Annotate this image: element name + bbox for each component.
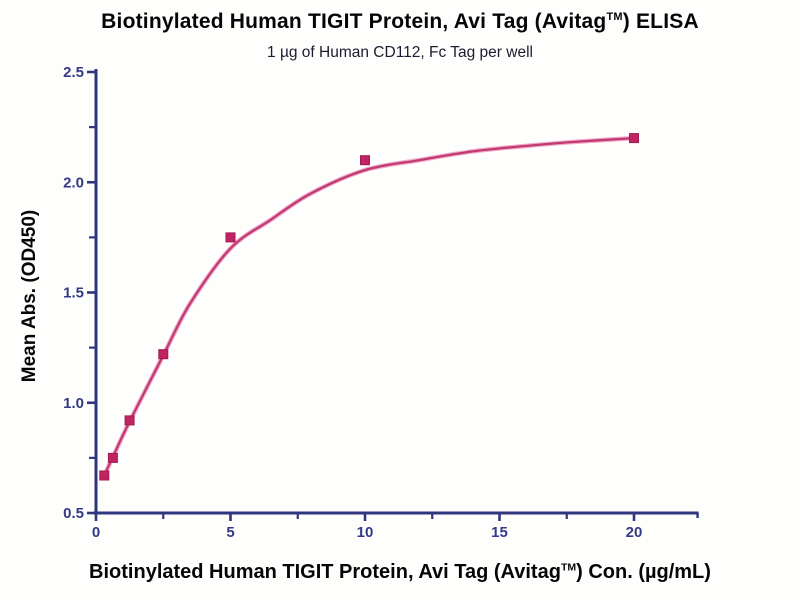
x-axis-label-suffix: ) Con. (µg/mL) — [576, 561, 711, 583]
fit-curve — [102, 136, 635, 480]
x-axis-label-text: Biotinylated Human TIGIT Protein, Avi Ta… — [89, 561, 561, 583]
data-point-marker — [158, 349, 169, 360]
y-tick-label: 0.5 — [63, 505, 84, 522]
x-tick-label: 15 — [491, 524, 508, 541]
fit-curve-halo — [101, 135, 635, 480]
data-point-marker — [629, 133, 639, 144]
data-point-marker — [99, 470, 110, 481]
x-axis-label: Biotinylated Human TIGIT Protein, Avi Ta… — [0, 561, 800, 584]
x-tick-label: 5 — [226, 524, 234, 541]
trademark-superscript: TM — [606, 11, 623, 23]
chart-title-text: Biotinylated Human TIGIT Protein, Avi Ta… — [101, 10, 607, 33]
y-tick-label: 1.0 — [63, 395, 84, 412]
y-tick-label: 1.5 — [63, 285, 84, 302]
chart-subtitle: 1 µg of Human CD112, Fc Tag per well — [267, 44, 533, 61]
x-tick-label: 0 — [92, 524, 100, 541]
x-tick-label: 20 — [626, 524, 643, 541]
data-point-marker — [124, 415, 135, 426]
data-point-marker — [225, 232, 236, 243]
y-tick-label: 2.0 — [63, 174, 84, 191]
data-point-marker — [107, 452, 118, 463]
chart-title: Biotinylated Human TIGIT Protein, Avi Ta… — [0, 10, 800, 34]
x-tick-label: 10 — [357, 524, 374, 541]
chart-title-suffix: ) ELISA — [622, 10, 699, 33]
y-tick-label: 2.5 — [63, 64, 84, 81]
trademark-superscript: TM — [560, 561, 577, 574]
data-point-marker — [360, 155, 370, 166]
